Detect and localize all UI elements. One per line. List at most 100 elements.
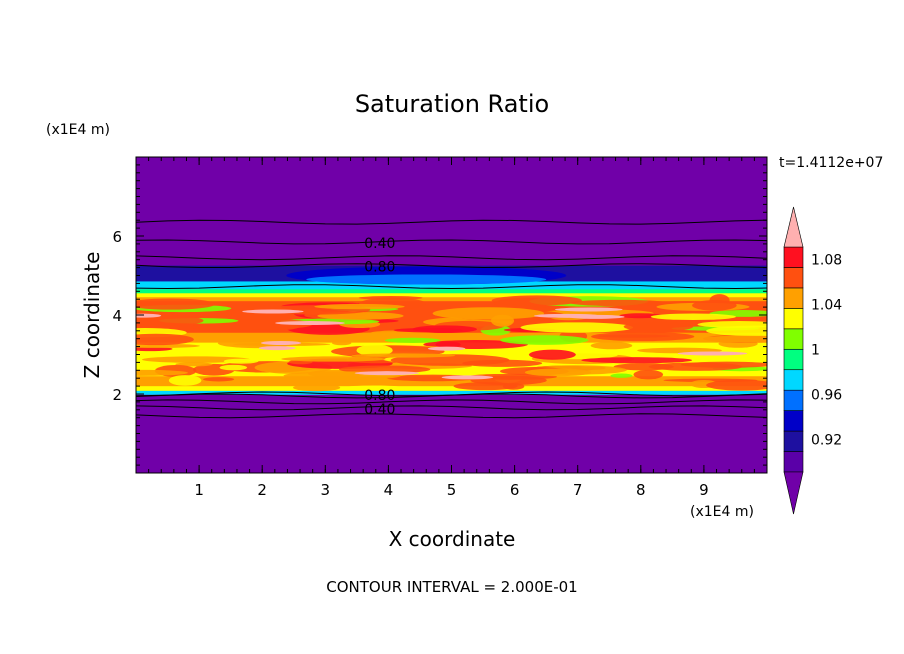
streak bbox=[351, 353, 456, 358]
streak bbox=[502, 383, 525, 390]
streak bbox=[520, 322, 634, 333]
streak-supersat bbox=[242, 309, 304, 314]
streak bbox=[332, 341, 352, 346]
y-tick-label: 4 bbox=[112, 307, 122, 325]
y-axis-title: Z coordinate bbox=[80, 252, 104, 379]
x-axis-title: X coordinate bbox=[389, 527, 516, 551]
streak-supersat bbox=[275, 321, 345, 326]
colorbar-swatch bbox=[783, 287, 804, 309]
streak bbox=[338, 365, 431, 374]
streak bbox=[570, 299, 669, 307]
streak-supersat bbox=[260, 340, 302, 345]
colorbar-swatch bbox=[783, 410, 804, 432]
colorbar-swatch bbox=[783, 267, 804, 289]
streak-supersat bbox=[554, 307, 623, 312]
contour-label: 0.80 bbox=[364, 388, 395, 404]
x-unit-label: (x1E4 m) bbox=[690, 504, 754, 520]
streak bbox=[462, 359, 543, 367]
streak bbox=[591, 331, 695, 342]
contour-line bbox=[136, 263, 767, 269]
streak bbox=[344, 385, 403, 390]
contour-line bbox=[136, 239, 767, 245]
streak bbox=[691, 335, 767, 343]
streak bbox=[491, 295, 582, 306]
x-tick-label: 2 bbox=[257, 481, 267, 499]
streak bbox=[175, 362, 213, 367]
contour-interval-footer: CONTOUR INTERVAL = 2.000E-01 bbox=[326, 578, 577, 596]
streak bbox=[293, 384, 341, 392]
contour-lines bbox=[136, 219, 767, 419]
streak bbox=[432, 307, 545, 320]
streak bbox=[136, 298, 216, 310]
contour-line bbox=[136, 413, 767, 419]
streak bbox=[281, 356, 386, 362]
streak bbox=[581, 357, 693, 364]
colorbar-swatch bbox=[783, 308, 804, 330]
y-tick-label: 6 bbox=[112, 228, 122, 246]
streak bbox=[223, 358, 259, 364]
colorbar-swatch bbox=[783, 328, 804, 350]
band-cyan-upper bbox=[136, 281, 767, 294]
colorbar-swatch bbox=[783, 246, 804, 268]
streak bbox=[356, 344, 393, 357]
streak bbox=[528, 349, 576, 360]
x-tick-label: 4 bbox=[384, 481, 394, 499]
streak-supersat bbox=[533, 313, 601, 318]
contour-line bbox=[136, 405, 767, 411]
streak bbox=[314, 303, 405, 310]
colorbar-swatch bbox=[783, 389, 804, 411]
time-label: t=1.4112e+07 bbox=[779, 155, 883, 171]
streak bbox=[141, 356, 251, 363]
y-tick-label: 2 bbox=[112, 386, 122, 404]
streak bbox=[500, 335, 589, 345]
colorbar-over-arrow bbox=[783, 206, 804, 248]
contour-line bbox=[136, 255, 767, 261]
colorbar-label: 1.04 bbox=[811, 297, 842, 313]
contour-labels: 0.400.800.800.40 bbox=[364, 236, 395, 418]
colorbar-under-arrow bbox=[783, 471, 804, 515]
x-tick-label: 5 bbox=[447, 481, 457, 499]
streak bbox=[590, 341, 633, 350]
y-axis-ticks: 2 4 6 bbox=[112, 164, 767, 466]
contour-line bbox=[136, 219, 767, 225]
streak bbox=[524, 368, 591, 377]
streak bbox=[633, 369, 664, 380]
streak bbox=[706, 325, 767, 337]
x-tick-label: 7 bbox=[573, 481, 583, 499]
streak-supersat bbox=[441, 375, 494, 380]
colorbar: 0.92 0.96 1 1.04 1.08 bbox=[783, 206, 842, 515]
band-orange-lower bbox=[136, 376, 767, 387]
streak bbox=[136, 369, 188, 376]
moist-layer-streaks bbox=[136, 294, 767, 392]
colorbar-label: 1.08 bbox=[811, 252, 842, 268]
band-lightblue-pool bbox=[306, 274, 547, 285]
streak bbox=[610, 373, 633, 378]
contour-line bbox=[136, 284, 767, 290]
band-cyan-lower bbox=[136, 390, 767, 395]
x-tick-label: 8 bbox=[636, 481, 646, 499]
contour-label: 0.80 bbox=[364, 260, 395, 276]
x-tick-label: 6 bbox=[510, 481, 520, 499]
colorbar-swatch bbox=[783, 369, 804, 391]
colorbar-swatch bbox=[783, 430, 804, 452]
streak bbox=[697, 321, 767, 328]
streak-supersat bbox=[136, 313, 162, 318]
streak bbox=[706, 379, 767, 391]
streak bbox=[168, 375, 202, 386]
contour-label: 0.40 bbox=[364, 236, 395, 252]
streak bbox=[384, 337, 441, 343]
colorbar-swatch bbox=[783, 348, 804, 371]
streak bbox=[435, 341, 461, 348]
x-tick-label: 1 bbox=[194, 481, 204, 499]
streak bbox=[648, 362, 743, 371]
streak bbox=[219, 364, 248, 371]
colorbar-label: 1 bbox=[811, 342, 820, 358]
x-axis-ticks: 1 2 3 4 5 6 7 8 9 bbox=[148, 157, 768, 499]
chart-title: Saturation Ratio bbox=[355, 90, 549, 118]
contour-line bbox=[136, 393, 767, 399]
plot-area bbox=[136, 157, 767, 473]
streak bbox=[242, 303, 266, 309]
colorbar-swatch bbox=[783, 451, 804, 473]
streak-supersat bbox=[258, 346, 296, 351]
